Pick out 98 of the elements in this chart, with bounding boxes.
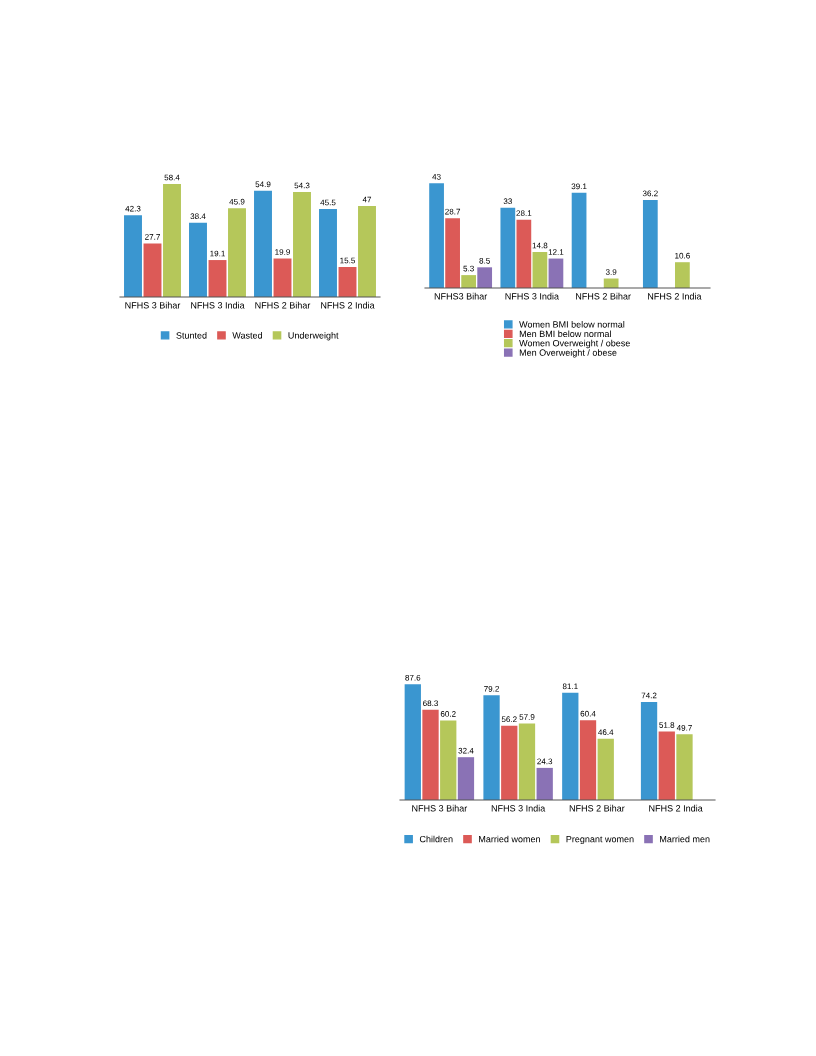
bar (208, 260, 227, 297)
data-label: 10.6 (675, 252, 690, 259)
legend-label: Men Overweight / obese (519, 349, 617, 358)
data-label: 19.1 (210, 250, 225, 257)
data-label: 79.2 (484, 685, 499, 692)
bar (640, 701, 658, 800)
data-label: 87.6 (405, 674, 421, 681)
bar (562, 692, 579, 800)
bar (422, 709, 439, 800)
data-label: 56.2 (501, 716, 517, 723)
data-label: 54.3 (294, 182, 310, 189)
x-tick-label: NFHS 2 Bihar (576, 292, 631, 300)
data-label: 54.9 (255, 181, 271, 188)
bar (440, 720, 457, 800)
data-label: 43 (432, 173, 441, 180)
data-label: 32.4 (458, 747, 474, 754)
bar (189, 222, 207, 297)
data-label: 39.1 (571, 183, 587, 190)
bar (273, 258, 292, 297)
bar (358, 206, 376, 297)
data-label: 46.4 (598, 729, 614, 736)
bar (143, 243, 162, 297)
data-label: 12.1 (548, 249, 564, 255)
bar (445, 218, 460, 288)
data-label: 47 (362, 196, 372, 203)
bar (579, 720, 597, 800)
data-label: 81.1 (562, 683, 578, 690)
bar (228, 208, 246, 297)
legend-label: Married men (660, 835, 710, 843)
bar (642, 199, 658, 288)
data-label: 51.8 (659, 722, 675, 728)
legend-label: Married women (479, 835, 540, 843)
bar (516, 219, 532, 288)
legend-label: Wasted (232, 332, 262, 339)
bar (429, 183, 444, 288)
bar (483, 695, 500, 800)
x-tick-label: NFHS 2 India (649, 804, 703, 812)
data-label: 60.4 (580, 710, 596, 717)
bar (501, 725, 518, 800)
bar (597, 738, 614, 800)
data-label: 28.7 (445, 208, 461, 215)
data-label: 68.3 (423, 700, 438, 707)
data-label: 27.7 (145, 234, 160, 240)
x-tick-label: NFHS3 Bihar (434, 292, 488, 300)
data-label: 24.3 (537, 758, 553, 765)
bar (477, 267, 493, 288)
bar (338, 267, 357, 297)
data-label: 36.2 (642, 190, 658, 197)
x-tick-label: NFHS 3 Bihar (125, 301, 181, 309)
bar (571, 192, 587, 288)
data-label: 19.9 (275, 249, 290, 255)
data-label: 3.9 (605, 269, 617, 275)
legend-label: Pregnant women (566, 836, 634, 845)
legend-label: Women BMI below normal (519, 321, 625, 328)
data-label: 45.9 (229, 198, 245, 205)
data-label: 60.2 (440, 711, 456, 717)
bar (500, 207, 516, 288)
legend-label: Children (419, 835, 453, 843)
legend-label: Stunted (176, 332, 207, 339)
data-label: 15.5 (340, 257, 355, 264)
bar (658, 731, 675, 800)
bar (404, 684, 421, 800)
data-label: 5.3 (463, 265, 474, 272)
x-tick-label: NFHS 2 India (321, 301, 375, 309)
x-tick-label: NFHS 2 Bihar (255, 301, 311, 309)
data-label: 14.8 (532, 242, 548, 249)
data-label: 57.9 (519, 714, 535, 720)
legend-label: Men BMI below normal (519, 330, 611, 338)
bar (254, 190, 272, 297)
bar (124, 215, 142, 297)
bar (532, 251, 548, 288)
x-tick-label: NFHS 3 India (191, 301, 245, 309)
x-tick-label: NFHS 2 Bihar (569, 804, 625, 812)
data-label: 8.5 (479, 257, 490, 264)
bar (675, 262, 690, 288)
bar (163, 184, 181, 297)
bar (457, 757, 475, 800)
bar (518, 723, 536, 800)
bar (461, 275, 477, 288)
x-tick-label: NFHS 3 India (491, 804, 546, 812)
data-label: 42.3 (125, 205, 141, 212)
x-tick-label: NFHS 2 India (648, 292, 702, 300)
data-label: 38.4 (190, 213, 206, 220)
data-label: 58.4 (164, 174, 180, 181)
x-tick-label: NFHS 3 India (505, 292, 559, 300)
data-label: 28.1 (516, 210, 532, 216)
legend-label: Women Overweight / obese (519, 339, 630, 349)
x-tick-label: NFHS 3 Bihar (412, 804, 468, 812)
bar (548, 258, 564, 288)
data-label: 49.7 (676, 724, 692, 731)
bar (293, 191, 311, 297)
data-label: 74.2 (641, 692, 657, 699)
legend-label: Underweight (288, 332, 339, 341)
data-label: 45.5 (320, 199, 336, 206)
bar (536, 767, 553, 800)
bar (319, 208, 337, 297)
bar (676, 734, 693, 800)
data-label: 33 (503, 198, 512, 205)
